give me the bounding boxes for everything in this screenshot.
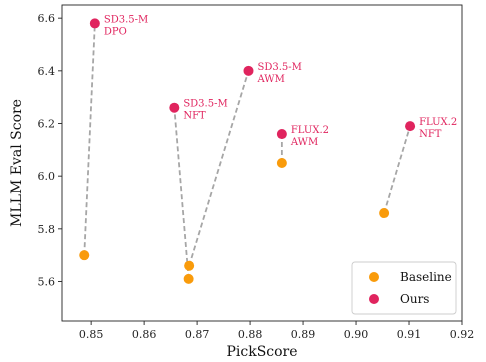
y-tick-label: 6.4 [38,65,56,78]
x-axis-label: PickScore [226,344,297,360]
x-tick-label: 0.90 [344,328,369,341]
y-tick-label: 6.2 [38,118,56,131]
plot-frame [61,4,463,322]
connector-line [83,23,96,256]
y-tick-label: 5.6 [38,276,56,289]
y-tick-label: 6.0 [38,170,56,183]
legend-label: Baseline [400,270,452,284]
y-axis-label: MLLM Eval Score [9,99,25,227]
baseline-point [276,158,287,168]
ours-point [169,102,180,113]
ours-point [405,121,416,132]
point-label: FLUX.2 AWM [290,125,329,148]
connector-line [173,107,190,279]
legend: Baseline Ours [351,261,457,315]
y-tick-label: 5.8 [38,223,56,236]
baseline-point [379,208,390,219]
point-label: SD3.5-M NFT [183,99,227,122]
x-tick-label: 0.85 [79,328,104,341]
legend-label: Ours [400,292,429,306]
y-axis-ticks: 5.6 5.8 6.0 6.2 6.4 6.6 [38,12,62,289]
x-tick-label: 0.87 [185,328,210,341]
connector-line [188,70,250,266]
x-tick-label: 0.88 [238,328,263,341]
point-label: SD3.5-M AWM [256,62,301,85]
point-labels: SD3.5-M DPO SD3.5-M AWM SD3.5-M NFT FLUX.2 AWM F… [104,14,457,148]
baseline-point [184,260,195,271]
ours-point [276,129,287,140]
y-tick-label: 6.6 [38,12,56,25]
ours-point [89,18,100,29]
x-tick-label: 0.91 [397,328,422,341]
x-tick-label: 0.89 [291,328,316,341]
x-axis-ticks: 0.85 0.86 0.87 0.88 0.89 0.90 0.91 0.92 [79,321,474,341]
connector-line [383,125,411,214]
x-tick-label: 0.92 [450,328,475,341]
point-label: FLUX.2 NFT [419,117,457,140]
legend-marker [369,294,379,304]
baseline-point [79,250,90,261]
legend-marker [369,272,379,282]
data-points [79,18,416,284]
point-label: SD3.5-M DPO [104,14,148,37]
baseline-point [183,273,194,284]
ours-point [243,65,254,76]
x-tick-label: 0.86 [132,328,157,341]
